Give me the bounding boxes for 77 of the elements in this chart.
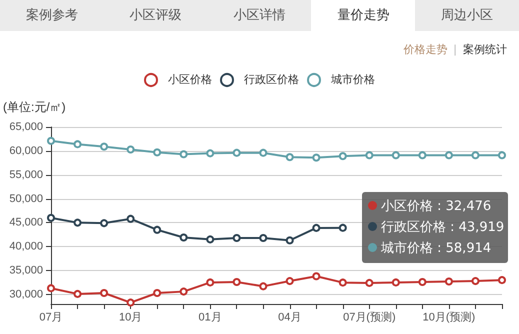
point [180,288,188,296]
text: 案例统计 [463,43,507,56]
point [47,136,55,145]
text: 案例参考 [24,7,79,25]
point [153,148,162,156]
point [338,152,347,160]
point [498,151,506,160]
point [498,276,506,284]
point [100,142,108,151]
point [259,282,268,290]
point [392,278,400,286]
x-tick-label: 10月(预测) [422,312,476,324]
point [286,153,294,162]
annotation: 小区价格 : 32,476 [380,198,492,216]
y-tick-label: 55,000 [9,168,43,181]
legend-label: 城市价格 [330,73,375,86]
y-axis-title: (单位:元/㎡) [3,100,66,114]
text: 小区详情 [232,7,286,25]
y-tick-label: 45,000 [9,216,43,229]
point [232,278,241,286]
point [232,234,241,242]
legend-label: 小区价格 [168,73,212,86]
point [471,277,480,286]
x-tick-label: 10月 [118,312,142,324]
point [47,214,55,222]
point [338,278,347,287]
y-tick-label: 30,000 [9,288,43,300]
point [286,277,294,286]
annotation: 行政区价格 : 43,919 [380,219,506,237]
y-tick-label: 50,000 [9,192,43,205]
point [312,154,320,162]
annotation: 城市价格 : 58,914 [380,240,492,258]
point [471,151,480,160]
point [153,226,162,234]
point [338,224,347,232]
point [418,151,426,160]
x-tick-label: 01月 [198,312,222,324]
point [232,148,241,157]
point [392,151,400,160]
point [126,145,135,154]
point [365,278,374,287]
point [259,148,268,157]
point [47,284,55,292]
point [126,214,135,223]
x-tick-label: 07月(预测) [343,312,396,324]
x-tick-label: 04月 [278,312,302,324]
text: 价格走势 [403,43,448,56]
point [153,289,162,297]
text: 周边小区 [440,7,494,25]
y-tick-label: 35,000 [9,264,43,277]
point [74,218,82,227]
text: | [453,43,457,56]
point [74,290,82,298]
text: 量价走势 [311,0,416,31]
y-tick-label: 65,000 [9,121,43,133]
point [206,278,214,286]
point [259,234,268,242]
x-tick-label: 07月 [39,312,63,324]
point [312,272,320,280]
point [312,224,320,232]
legend-label: 行政区价格 [244,74,299,86]
point [180,150,188,158]
point [74,140,82,148]
point [286,236,294,244]
point [180,234,188,242]
point [444,151,453,160]
y-tick-label: 40,000 [9,240,43,253]
y-tick-label: 60,000 [9,144,43,157]
point [365,151,374,160]
point [100,289,108,297]
point [126,298,135,307]
point [418,278,426,286]
point [206,235,214,244]
point [206,149,214,158]
point [100,219,108,228]
text: 小区评级 [128,7,183,25]
point [444,278,453,286]
